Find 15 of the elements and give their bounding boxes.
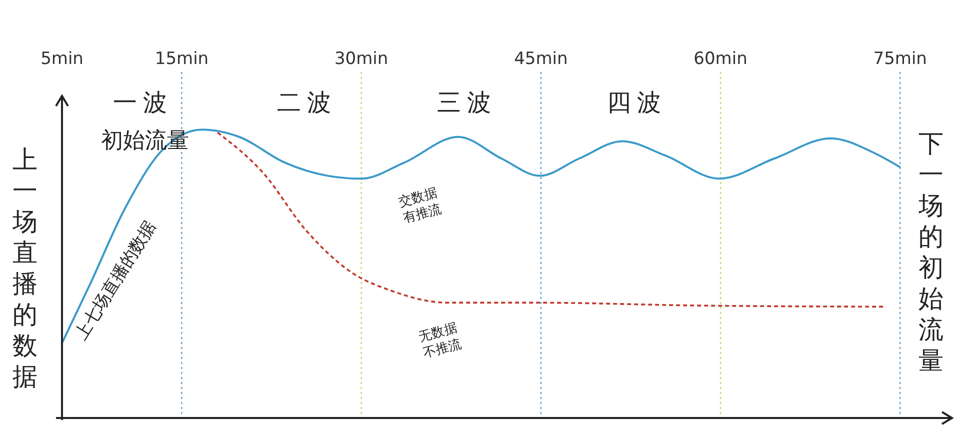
text: 二波 (277, 88, 337, 116)
y2-axis-title: 下一场的初始流量 (918, 128, 944, 376)
text: 四波 (607, 88, 667, 116)
x-tick-label: 60min (694, 49, 748, 69)
text: 三波 (437, 88, 497, 116)
annotation: 上七场直播的数据 (71, 218, 160, 344)
annotation: 交数据有推流 (397, 184, 444, 226)
x-tick-label: 5min (40, 49, 84, 69)
x-tick-label: 30min (334, 49, 388, 69)
x-tick-label: 15min (154, 49, 209, 69)
annotation: 无数据不推流 (417, 320, 464, 362)
x-tick-label: 45min (514, 49, 568, 69)
y-axis-title: 上一场直播的数据 (12, 144, 38, 392)
x-tick-label: 75min (873, 49, 927, 69)
text: 一波 (113, 88, 173, 116)
